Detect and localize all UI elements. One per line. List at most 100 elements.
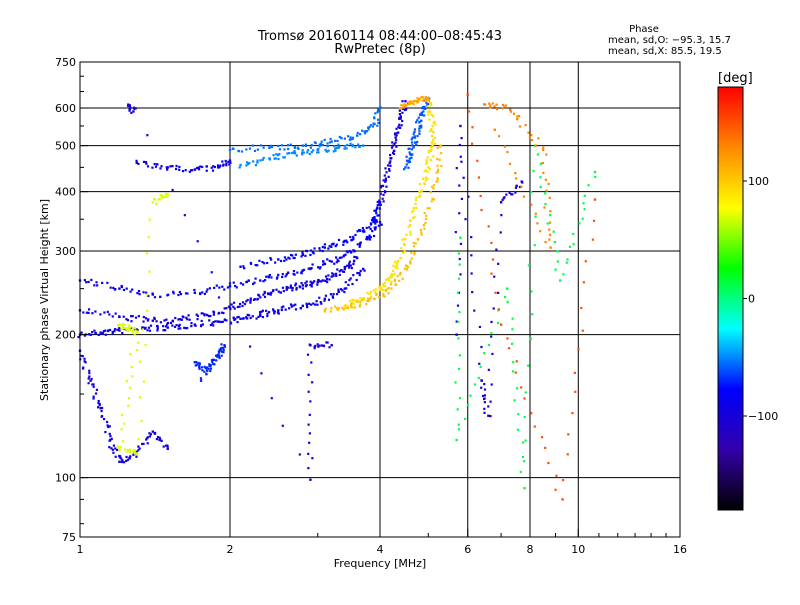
data-point (345, 287, 348, 290)
data-point (504, 295, 507, 299)
data-point (262, 146, 265, 149)
data-point (458, 257, 461, 261)
data-point (102, 418, 106, 421)
data-point (421, 177, 425, 180)
data-point (376, 204, 379, 207)
data-point (142, 320, 145, 323)
data-point (267, 276, 271, 279)
data-point (178, 323, 181, 327)
data-point (221, 350, 224, 353)
data-point (383, 174, 386, 177)
data-point (457, 252, 460, 255)
data-point (427, 149, 430, 152)
data-point (424, 176, 427, 179)
data-point (346, 241, 349, 244)
data-point (370, 290, 373, 293)
data-point (412, 100, 415, 103)
data-point (100, 409, 103, 413)
data-point (356, 131, 359, 135)
data-point (277, 154, 280, 157)
data-point (420, 111, 423, 114)
data-point (413, 136, 417, 139)
data-point (418, 130, 421, 133)
data-point (522, 441, 525, 444)
data-point (127, 329, 130, 332)
data-point (316, 151, 319, 154)
data-point (262, 156, 265, 160)
data-point (87, 311, 90, 315)
data-point (351, 282, 354, 286)
data-point (470, 236, 473, 239)
data-point (222, 311, 225, 315)
x-tick-label: 1 (77, 543, 84, 556)
data-point (349, 136, 352, 139)
data-point (478, 325, 481, 329)
data-point (389, 275, 392, 278)
data-point (104, 329, 107, 332)
data-point (402, 251, 405, 254)
data-point (395, 134, 398, 137)
data-point (440, 151, 443, 155)
data-point (148, 435, 152, 438)
data-point (338, 256, 341, 259)
data-point (428, 167, 431, 171)
data-point (186, 292, 189, 295)
data-point (500, 214, 503, 217)
data-point (378, 199, 381, 202)
data-point (221, 285, 224, 288)
data-point (113, 328, 117, 331)
data-point (270, 291, 273, 294)
data-point (302, 268, 306, 271)
data-point (477, 176, 481, 179)
data-point (412, 245, 416, 248)
data-point (413, 130, 416, 133)
data-point (122, 288, 126, 292)
data-point (515, 184, 518, 187)
data-point (306, 306, 309, 309)
data-point (406, 266, 409, 269)
data-point (495, 103, 498, 106)
data-point (218, 348, 221, 351)
data-point (177, 293, 180, 297)
data-point (548, 196, 551, 199)
data-point (115, 448, 119, 451)
data-point (405, 233, 408, 236)
data-point (89, 379, 92, 382)
data-point (184, 169, 187, 172)
data-point (193, 291, 197, 295)
data-point (212, 165, 215, 168)
data-point (403, 244, 406, 247)
data-point (373, 117, 376, 120)
data-point (272, 288, 275, 292)
data-point (92, 383, 95, 386)
data-point (370, 295, 373, 298)
data-point (424, 169, 427, 172)
data-point (424, 217, 428, 221)
data-point (106, 310, 109, 313)
data-point (466, 93, 469, 96)
data-point (419, 191, 422, 194)
data-point (489, 104, 492, 107)
data-point (223, 344, 226, 347)
data-point (275, 288, 278, 291)
data-point (352, 237, 355, 240)
data-point (82, 366, 85, 369)
data-point (353, 255, 356, 259)
data-point (408, 102, 411, 106)
data-point (148, 329, 152, 332)
data-point (289, 286, 293, 289)
data-point (295, 286, 298, 290)
data-point (266, 312, 269, 315)
data-point (321, 344, 324, 347)
data-point (530, 203, 533, 206)
data-point (357, 229, 361, 232)
data-point (142, 326, 145, 329)
data-point (330, 344, 333, 347)
data-point (217, 355, 220, 358)
data-point (427, 98, 431, 101)
data-point (593, 198, 597, 201)
data-point (530, 139, 534, 142)
data-point (404, 100, 407, 103)
data-point (501, 103, 504, 107)
data-point (559, 279, 562, 282)
